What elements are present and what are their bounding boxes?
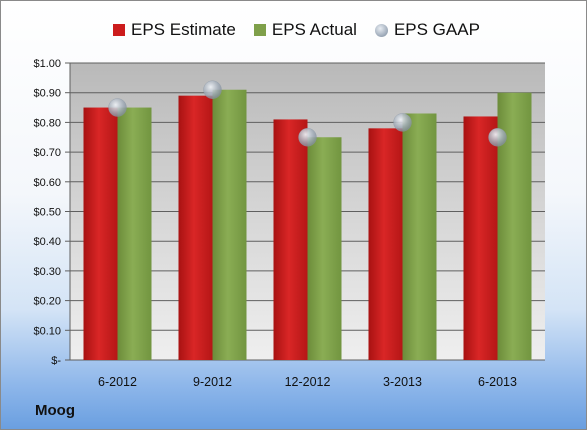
legend-swatch-estimate: [113, 24, 125, 36]
legend-label-actual: EPS Actual: [271, 20, 357, 39]
legend-swatch-gaap: [374, 23, 388, 37]
y-tick-label: $0.60: [33, 177, 61, 189]
bar-eps-estimate: [273, 119, 308, 361]
y-tick-label: $0.40: [33, 236, 61, 248]
y-tick-label: $0.50: [33, 207, 61, 219]
x-tick-label: 6-2013: [478, 375, 517, 389]
legend: EPS Estimate EPS Actual EPS GAAP: [113, 18, 480, 42]
marker-eps-gaap: [108, 98, 127, 117]
bar-eps-estimate: [368, 128, 403, 360]
y-tick-label: $0.80: [33, 117, 61, 129]
company-name: Moog: [35, 402, 75, 419]
legend-label-gaap: EPS GAAP: [393, 20, 480, 39]
legend-swatch-actual: [253, 24, 266, 36]
bar-eps-actual: [212, 89, 247, 360]
legend-item-estimate: EPS Estimate: [113, 20, 236, 40]
x-tick-label: 3-2013: [383, 375, 422, 389]
x-tick-label: 9-2012: [193, 375, 232, 389]
marker-eps-gaap: [393, 113, 412, 132]
marker-eps-gaap: [203, 80, 222, 99]
legend-item-actual: EPS Actual: [253, 20, 357, 40]
bar-eps-estimate: [83, 107, 118, 360]
y-tick-label: $0.10: [33, 325, 61, 337]
bar-eps-actual: [307, 137, 342, 360]
y-tick-label: $0.70: [33, 147, 61, 159]
bar-eps-actual: [402, 113, 437, 361]
bar-eps-estimate: [463, 116, 498, 361]
y-tick-label: $0.30: [33, 266, 61, 278]
bar-eps-estimate: [178, 95, 213, 361]
legend-label-estimate: EPS Estimate: [131, 20, 236, 39]
y-tick-label: $1.00: [33, 58, 61, 70]
x-tick-label: 6-2012: [98, 375, 137, 389]
legend-item-gaap: EPS GAAP: [374, 20, 480, 40]
x-tick-label: 12-2012: [285, 375, 331, 389]
y-tick-label: $0.90: [33, 88, 61, 100]
marker-eps-gaap: [488, 128, 507, 147]
bar-eps-actual: [117, 107, 152, 360]
y-tick-label: $-: [51, 355, 61, 367]
marker-eps-gaap: [298, 128, 317, 147]
y-tick-label: $0.20: [33, 296, 61, 308]
